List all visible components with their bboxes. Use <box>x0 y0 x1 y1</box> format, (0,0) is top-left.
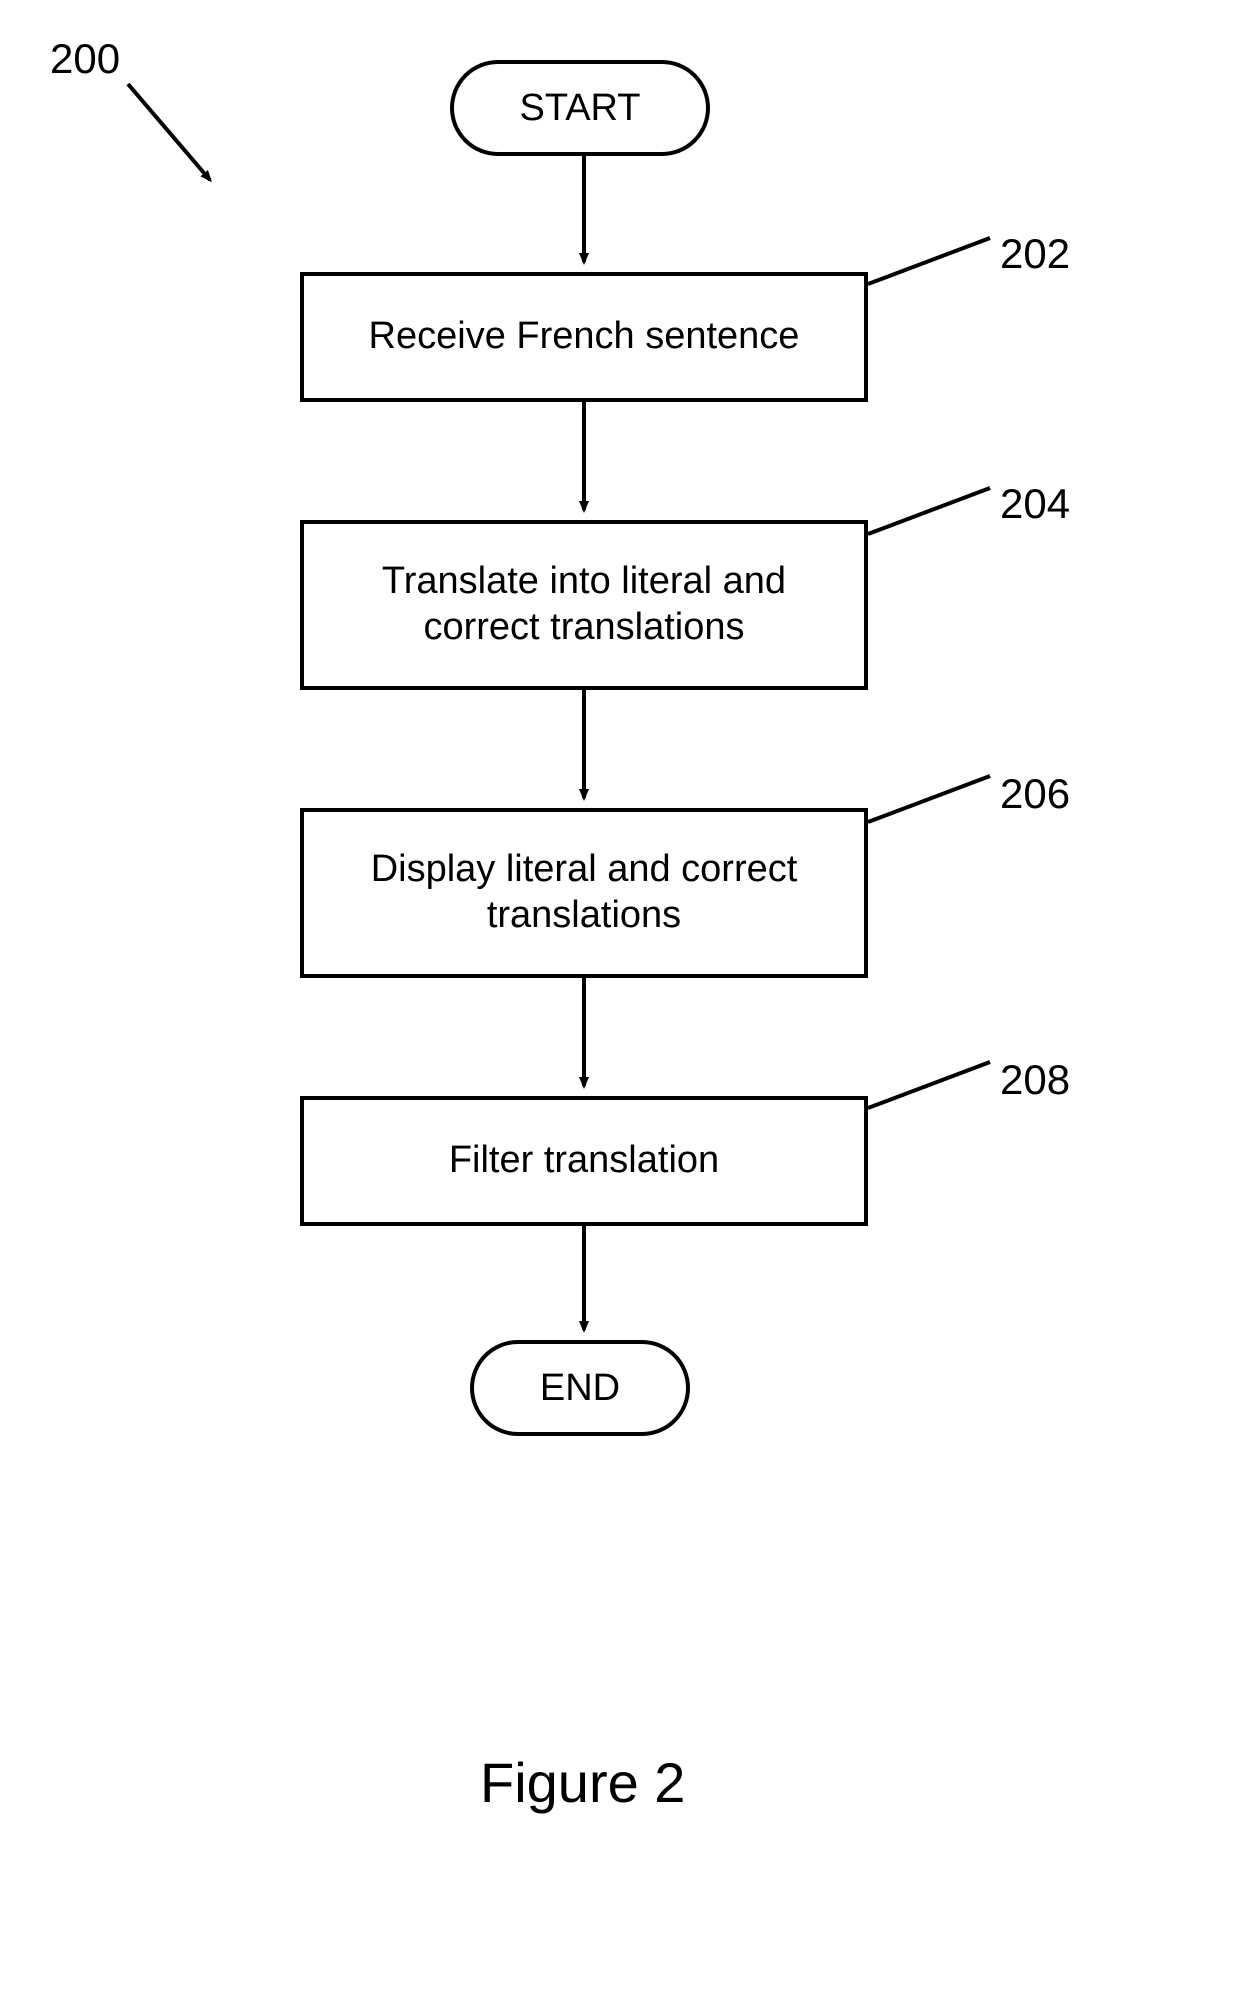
process-202: Receive French sentence <box>300 272 868 402</box>
figure-ref-arrow <box>128 84 210 180</box>
ref-206: 206 <box>1000 770 1070 818</box>
lead-204 <box>868 488 990 534</box>
flowchart-canvas: 200 START Receive French sentence 202 Tr… <box>0 0 1240 2008</box>
end-terminal: END <box>470 1340 690 1436</box>
figure-ref-label: 200 <box>50 35 120 83</box>
process-204: Translate into literal and correct trans… <box>300 520 868 690</box>
start-label: START <box>519 87 640 130</box>
end-label: END <box>540 1367 620 1410</box>
process-204-label: Translate into literal and correct trans… <box>382 559 786 650</box>
process-206-label: Display literal and correct translations <box>371 847 798 938</box>
start-terminal: START <box>450 60 710 156</box>
lead-208 <box>868 1062 990 1108</box>
process-202-label: Receive French sentence <box>369 314 800 360</box>
ref-204: 204 <box>1000 480 1070 528</box>
ref-202: 202 <box>1000 230 1070 278</box>
process-208-label: Filter translation <box>449 1138 719 1184</box>
figure-caption: Figure 2 <box>480 1750 685 1815</box>
process-206: Display literal and correct translations <box>300 808 868 978</box>
lead-202 <box>868 238 990 284</box>
lead-206 <box>868 776 990 822</box>
ref-208: 208 <box>1000 1056 1070 1104</box>
process-208: Filter translation <box>300 1096 868 1226</box>
